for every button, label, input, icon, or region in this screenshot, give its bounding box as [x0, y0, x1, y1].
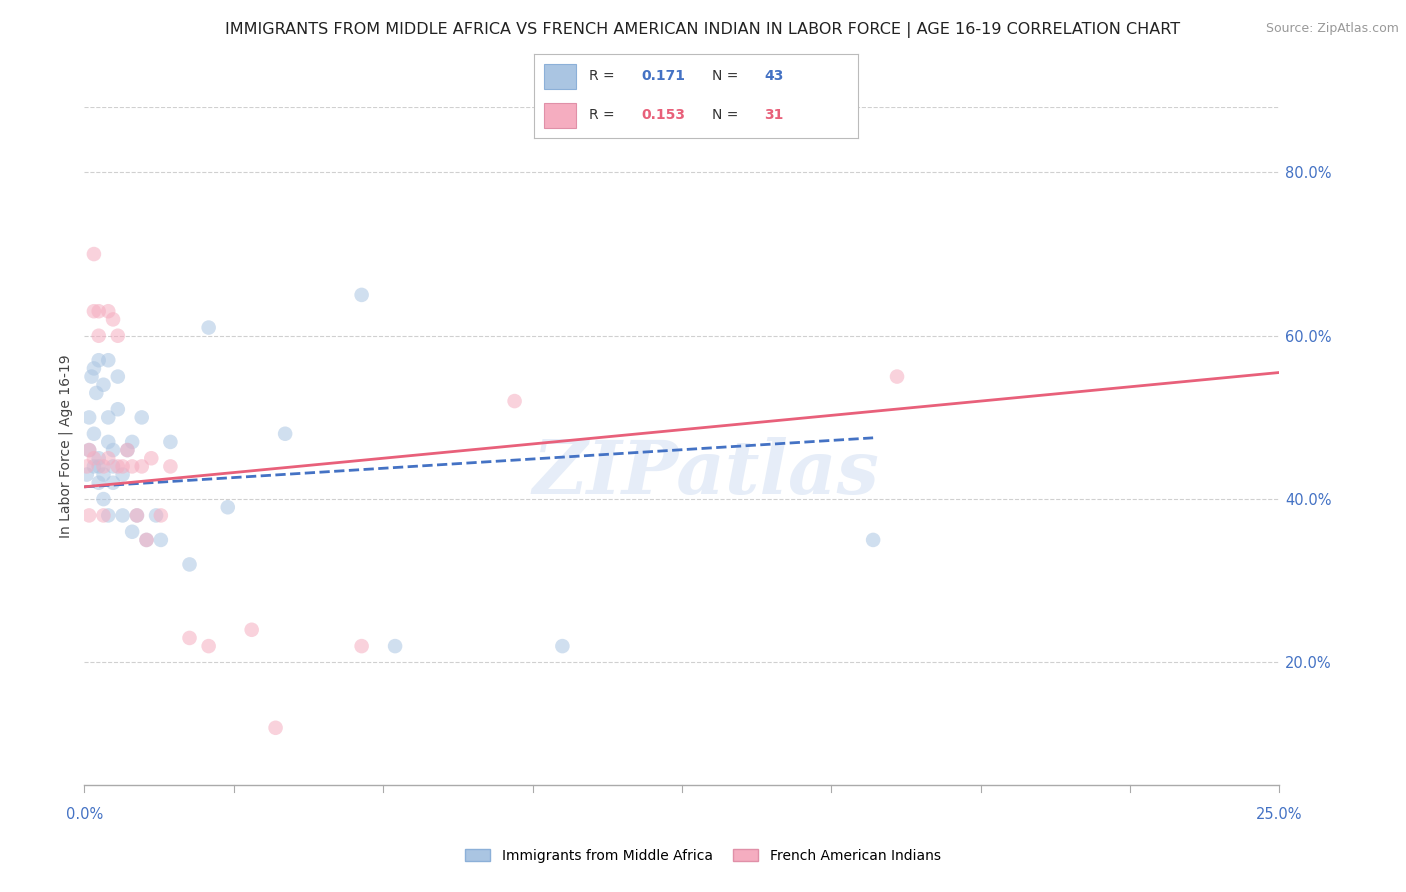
Text: 43: 43	[763, 70, 783, 83]
Text: 0.171: 0.171	[641, 70, 685, 83]
Point	[141, 451, 163, 466]
Point	[551, 639, 574, 653]
Point	[101, 459, 124, 474]
Point	[111, 508, 134, 523]
Point	[107, 328, 129, 343]
Text: 0.153: 0.153	[641, 109, 685, 122]
Point	[197, 320, 219, 334]
Point	[83, 459, 105, 474]
Bar	[544, 103, 576, 128]
Point	[503, 394, 526, 409]
Point	[131, 459, 153, 474]
Point	[131, 410, 153, 425]
Point	[80, 369, 103, 384]
Point	[862, 533, 884, 547]
Legend: Immigrants from Middle Africa, French American Indians: Immigrants from Middle Africa, French Am…	[465, 849, 941, 863]
Point	[149, 508, 172, 523]
Point	[93, 377, 115, 392]
Text: N =: N =	[713, 109, 742, 122]
Point	[145, 508, 167, 523]
Point	[97, 304, 120, 318]
Point	[179, 558, 201, 572]
Point	[101, 475, 124, 490]
Point	[264, 721, 287, 735]
Text: IMMIGRANTS FROM MIDDLE AFRICA VS FRENCH AMERICAN INDIAN IN LABOR FORCE | AGE 16-: IMMIGRANTS FROM MIDDLE AFRICA VS FRENCH …	[225, 22, 1181, 38]
Point	[179, 631, 201, 645]
Point	[384, 639, 406, 653]
Text: N =: N =	[713, 70, 742, 83]
Point	[87, 451, 110, 466]
Point	[274, 426, 297, 441]
Point	[83, 304, 105, 318]
Point	[107, 459, 129, 474]
Point	[107, 369, 129, 384]
Point	[97, 508, 120, 523]
Text: ZIPatlas: ZIPatlas	[533, 437, 879, 509]
Text: Source: ZipAtlas.com: Source: ZipAtlas.com	[1265, 22, 1399, 36]
Point	[197, 639, 219, 653]
Point	[97, 451, 120, 466]
Point	[125, 508, 148, 523]
Point	[350, 288, 373, 302]
Text: R =: R =	[589, 109, 619, 122]
Text: 0.0%: 0.0%	[66, 807, 103, 822]
Point	[101, 312, 124, 326]
Point	[77, 410, 100, 425]
Point	[121, 524, 143, 539]
Point	[83, 426, 105, 441]
Point	[159, 459, 181, 474]
Point	[117, 443, 139, 458]
Point	[121, 434, 143, 449]
Point	[350, 639, 373, 653]
Point	[76, 467, 98, 482]
Text: 31: 31	[763, 109, 783, 122]
Point	[97, 353, 120, 368]
Point	[87, 353, 110, 368]
Point	[149, 533, 172, 547]
Point	[217, 500, 239, 515]
Point	[240, 623, 263, 637]
Point	[121, 459, 143, 474]
Point	[77, 443, 100, 458]
Point	[101, 443, 124, 458]
Point	[135, 533, 157, 547]
Point	[83, 451, 105, 466]
Text: R =: R =	[589, 70, 619, 83]
Point	[125, 508, 148, 523]
Bar	[544, 63, 576, 89]
Point	[86, 385, 108, 400]
Point	[87, 304, 110, 318]
Point	[93, 467, 115, 482]
Point	[76, 459, 98, 474]
Point	[93, 508, 115, 523]
Point	[87, 475, 110, 490]
Point	[107, 402, 129, 417]
Point	[93, 459, 115, 474]
Point	[83, 361, 105, 376]
Point	[117, 443, 139, 458]
Point	[135, 533, 157, 547]
Text: 25.0%: 25.0%	[1256, 807, 1303, 822]
Point	[111, 467, 134, 482]
Point	[97, 434, 120, 449]
Point	[111, 459, 134, 474]
Point	[77, 443, 100, 458]
Point	[83, 247, 105, 261]
Point	[77, 508, 100, 523]
Y-axis label: In Labor Force | Age 16-19: In Labor Force | Age 16-19	[59, 354, 73, 538]
Point	[97, 410, 120, 425]
Point	[886, 369, 908, 384]
Point	[159, 434, 181, 449]
Point	[93, 492, 115, 507]
Point	[87, 328, 110, 343]
Point	[87, 459, 110, 474]
